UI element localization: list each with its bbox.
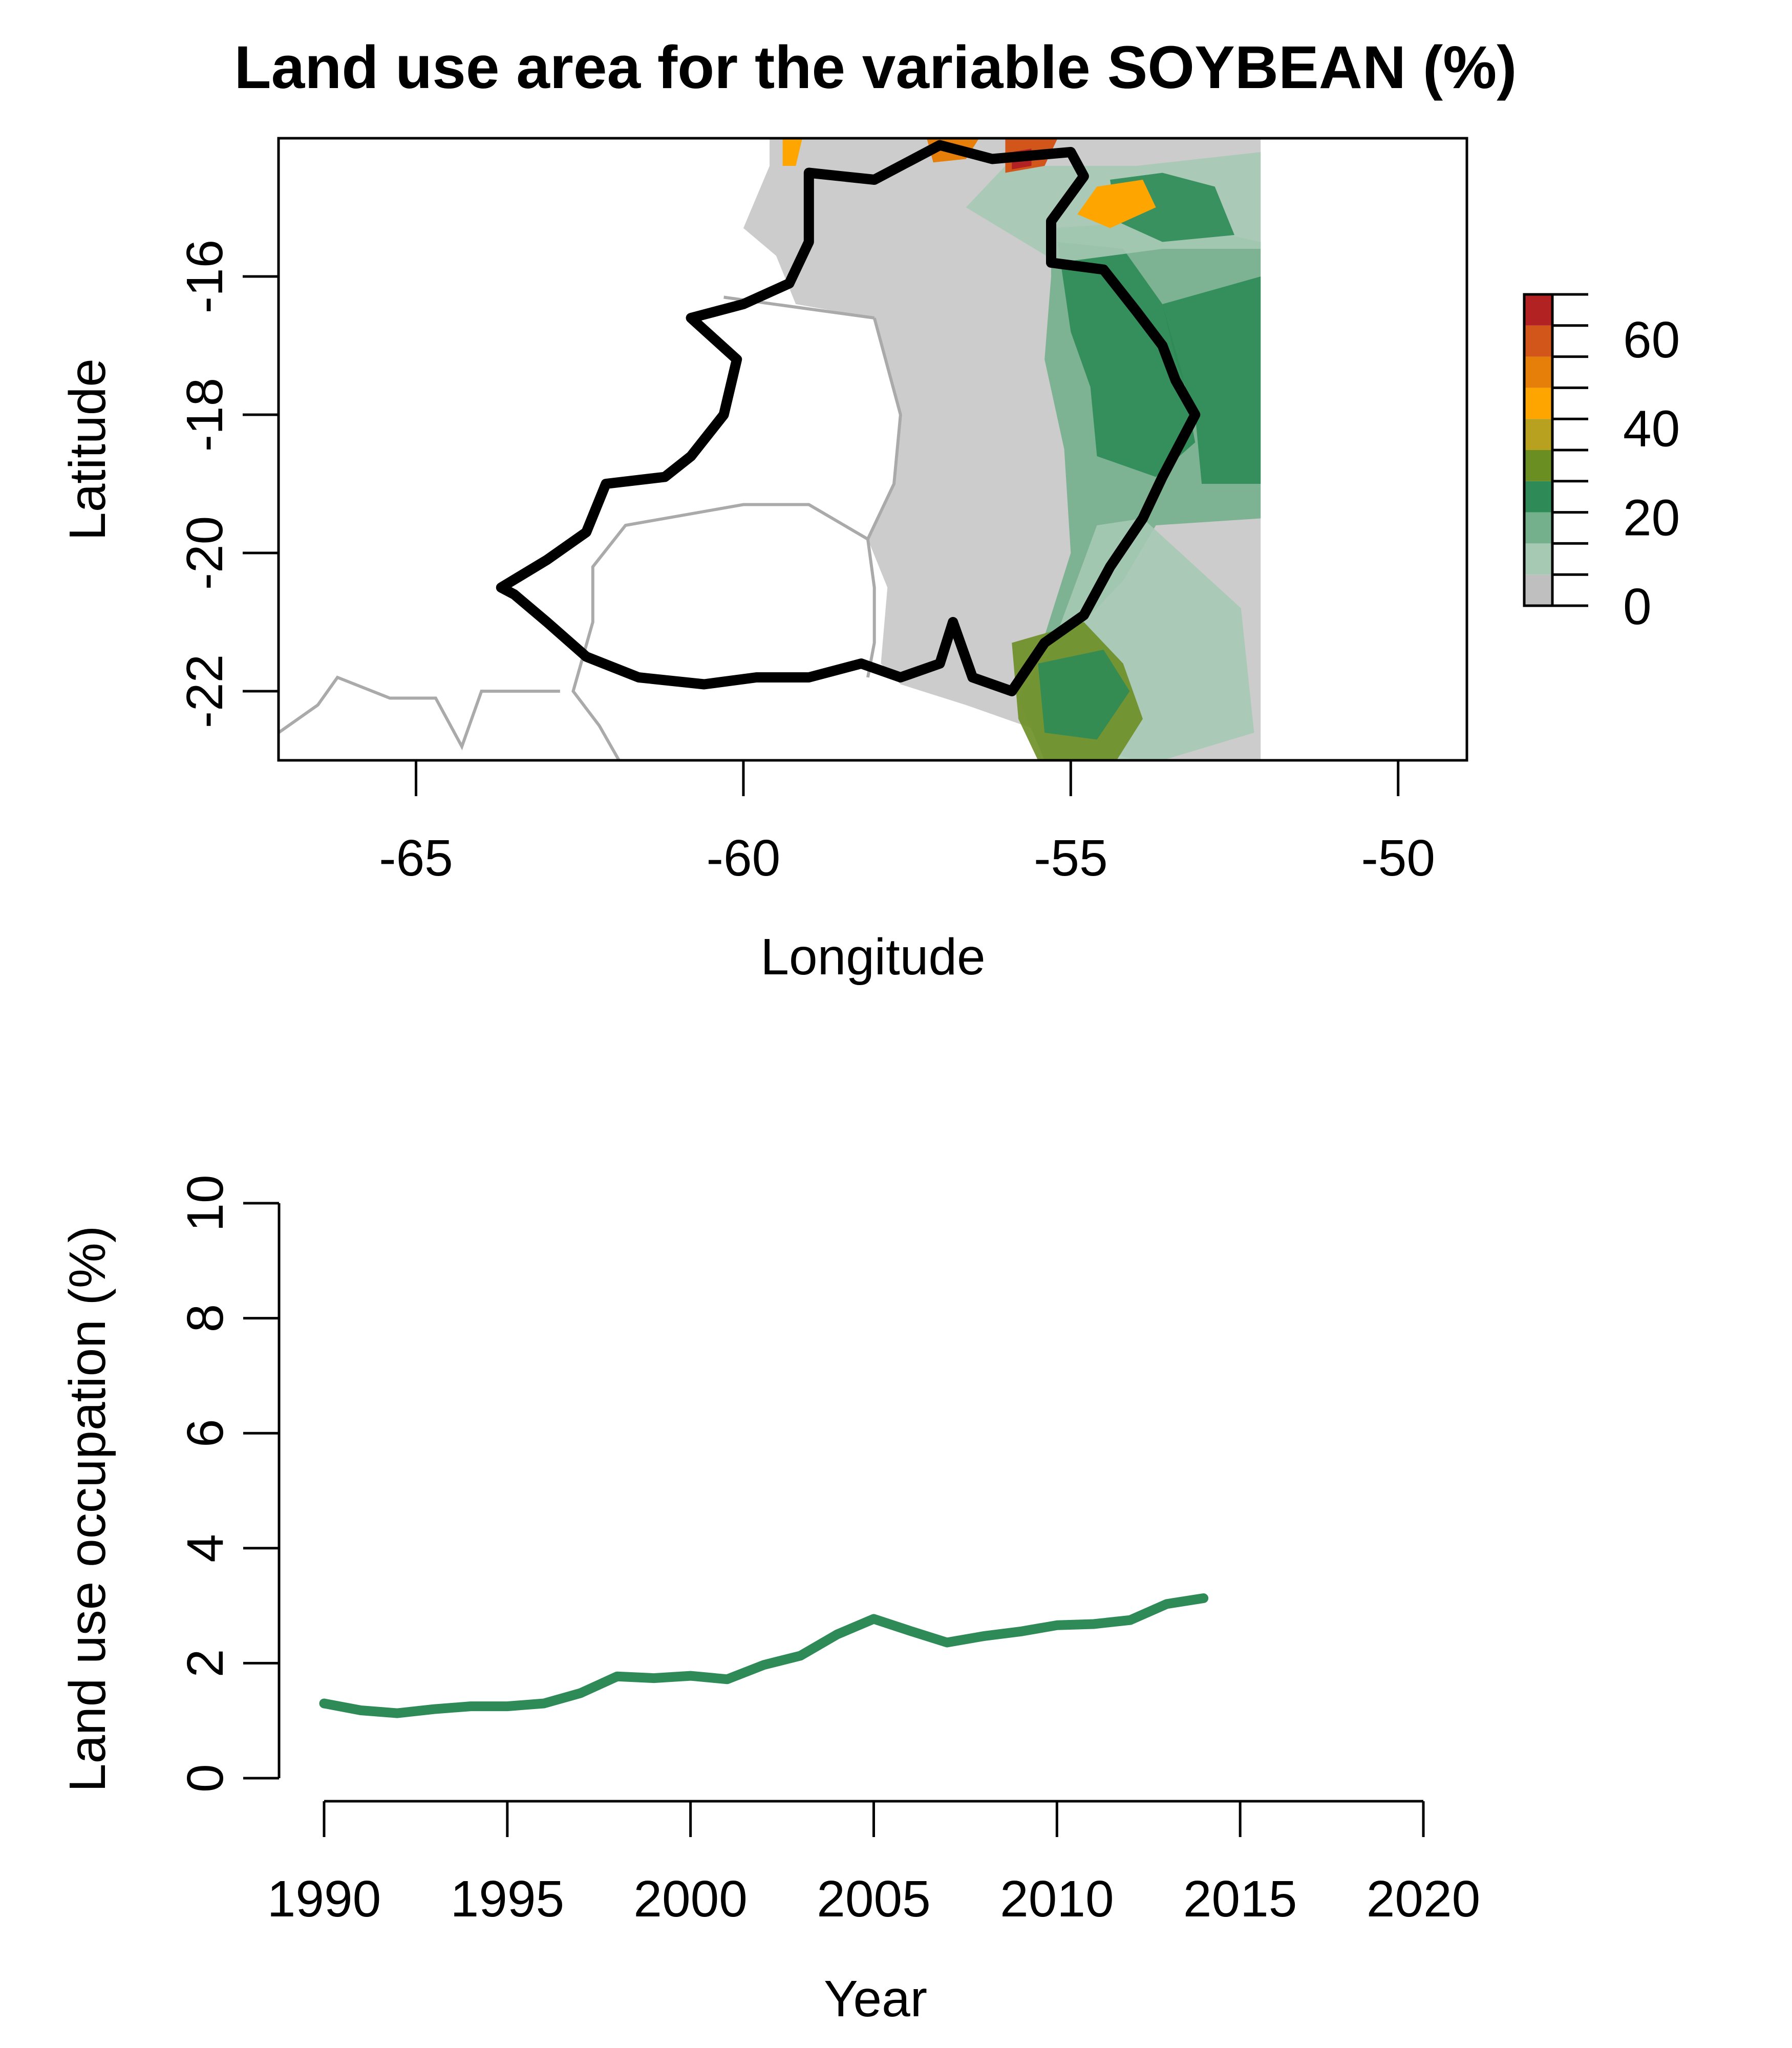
series-line <box>319 1593 1209 1718</box>
line-y-tick-label: 6 <box>177 1419 234 1447</box>
chart-title: Land use area for the variable SOYBEAN (… <box>234 34 1517 101</box>
map-y-axis-label: Latitude <box>59 358 116 541</box>
line-y-tick-label: 2 <box>177 1649 234 1678</box>
map-x-tick-label: -60 <box>707 829 781 887</box>
border-line <box>279 675 560 751</box>
line-y-axis-label: Land use occupation (%) <box>59 1226 116 1792</box>
legend-bin <box>1524 543 1552 575</box>
legend-bin <box>1524 325 1552 357</box>
country-borders <box>279 295 902 760</box>
map-y-tick-label: -20 <box>176 516 233 590</box>
map-y-tick-label: -16 <box>176 240 233 314</box>
raster-zone <box>1057 242 1196 477</box>
line-x-tick-label: 2015 <box>1183 1870 1297 1928</box>
line-x-tick-label: 1990 <box>267 1870 381 1928</box>
legend-bin <box>1524 388 1552 419</box>
map-y-axis: -16 -18 -20 -22 <box>176 240 279 729</box>
legend-bin <box>1524 356 1552 388</box>
legend-bin <box>1524 294 1552 326</box>
line-y-tick-label: 0 <box>177 1764 234 1793</box>
legend-bin <box>1524 512 1552 544</box>
map-x-tick-label: -65 <box>379 829 453 887</box>
basin-boundary <box>496 140 1201 696</box>
map-y-tick-label: -18 <box>176 378 233 452</box>
map-x-axis-label: Longitude <box>760 928 985 986</box>
line-x-tick-label: 1995 <box>451 1870 564 1928</box>
map-x-tick-label: -55 <box>1034 829 1108 887</box>
map-frame <box>277 137 1468 762</box>
border-line <box>571 503 869 760</box>
legend-tick-label: 60 <box>1623 311 1680 369</box>
raster-hotspot <box>782 138 803 166</box>
line-y-tick-label: 8 <box>177 1304 234 1333</box>
legend-bin <box>1524 481 1552 513</box>
line-y-tick-label: 4 <box>177 1534 234 1563</box>
color-legend: 0 20 40 60 <box>1523 293 1680 635</box>
map-x-tick-label: -50 <box>1361 829 1435 887</box>
line-x-tick-label: 2000 <box>633 1870 747 1928</box>
line-x-tick-label: 2005 <box>817 1870 930 1928</box>
raster-zone <box>1162 276 1261 484</box>
legend-bin <box>1524 574 1552 606</box>
line-y-tick-label: 10 <box>177 1175 234 1231</box>
line-x-axis-label: Year <box>824 1970 927 2028</box>
legend-bin <box>1524 450 1552 481</box>
raster-zone <box>1038 650 1130 740</box>
line-x-tick-label: 2010 <box>1000 1870 1114 1928</box>
border-line <box>866 317 902 678</box>
map-y-tick-label: -22 <box>176 654 233 729</box>
raster-hotspot <box>1077 180 1156 228</box>
soybean-raster <box>743 138 1261 760</box>
line-panel: 1990 1995 2000 2005 2010 2015 2020 0 2 4 6 8 10 Yea… <box>59 1175 1480 2028</box>
legend-tick-label: 40 <box>1623 400 1680 458</box>
legend-tick-label: 0 <box>1623 578 1652 635</box>
map-x-axis: -65 -60 -55 -50 <box>379 760 1435 887</box>
line-x-tick-label: 2020 <box>1367 1870 1480 1928</box>
legend-bin <box>1524 419 1552 450</box>
line-x-axis: 1990 1995 2000 2005 2010 2015 2020 <box>267 1800 1480 1928</box>
map-panel: -65 -60 -55 -50 -16 -18 -20 -22 Longitude Lati… <box>59 137 1680 986</box>
line-y-axis: 0 2 4 6 8 10 <box>177 1175 281 1793</box>
legend-tick-label: 20 <box>1623 489 1680 546</box>
